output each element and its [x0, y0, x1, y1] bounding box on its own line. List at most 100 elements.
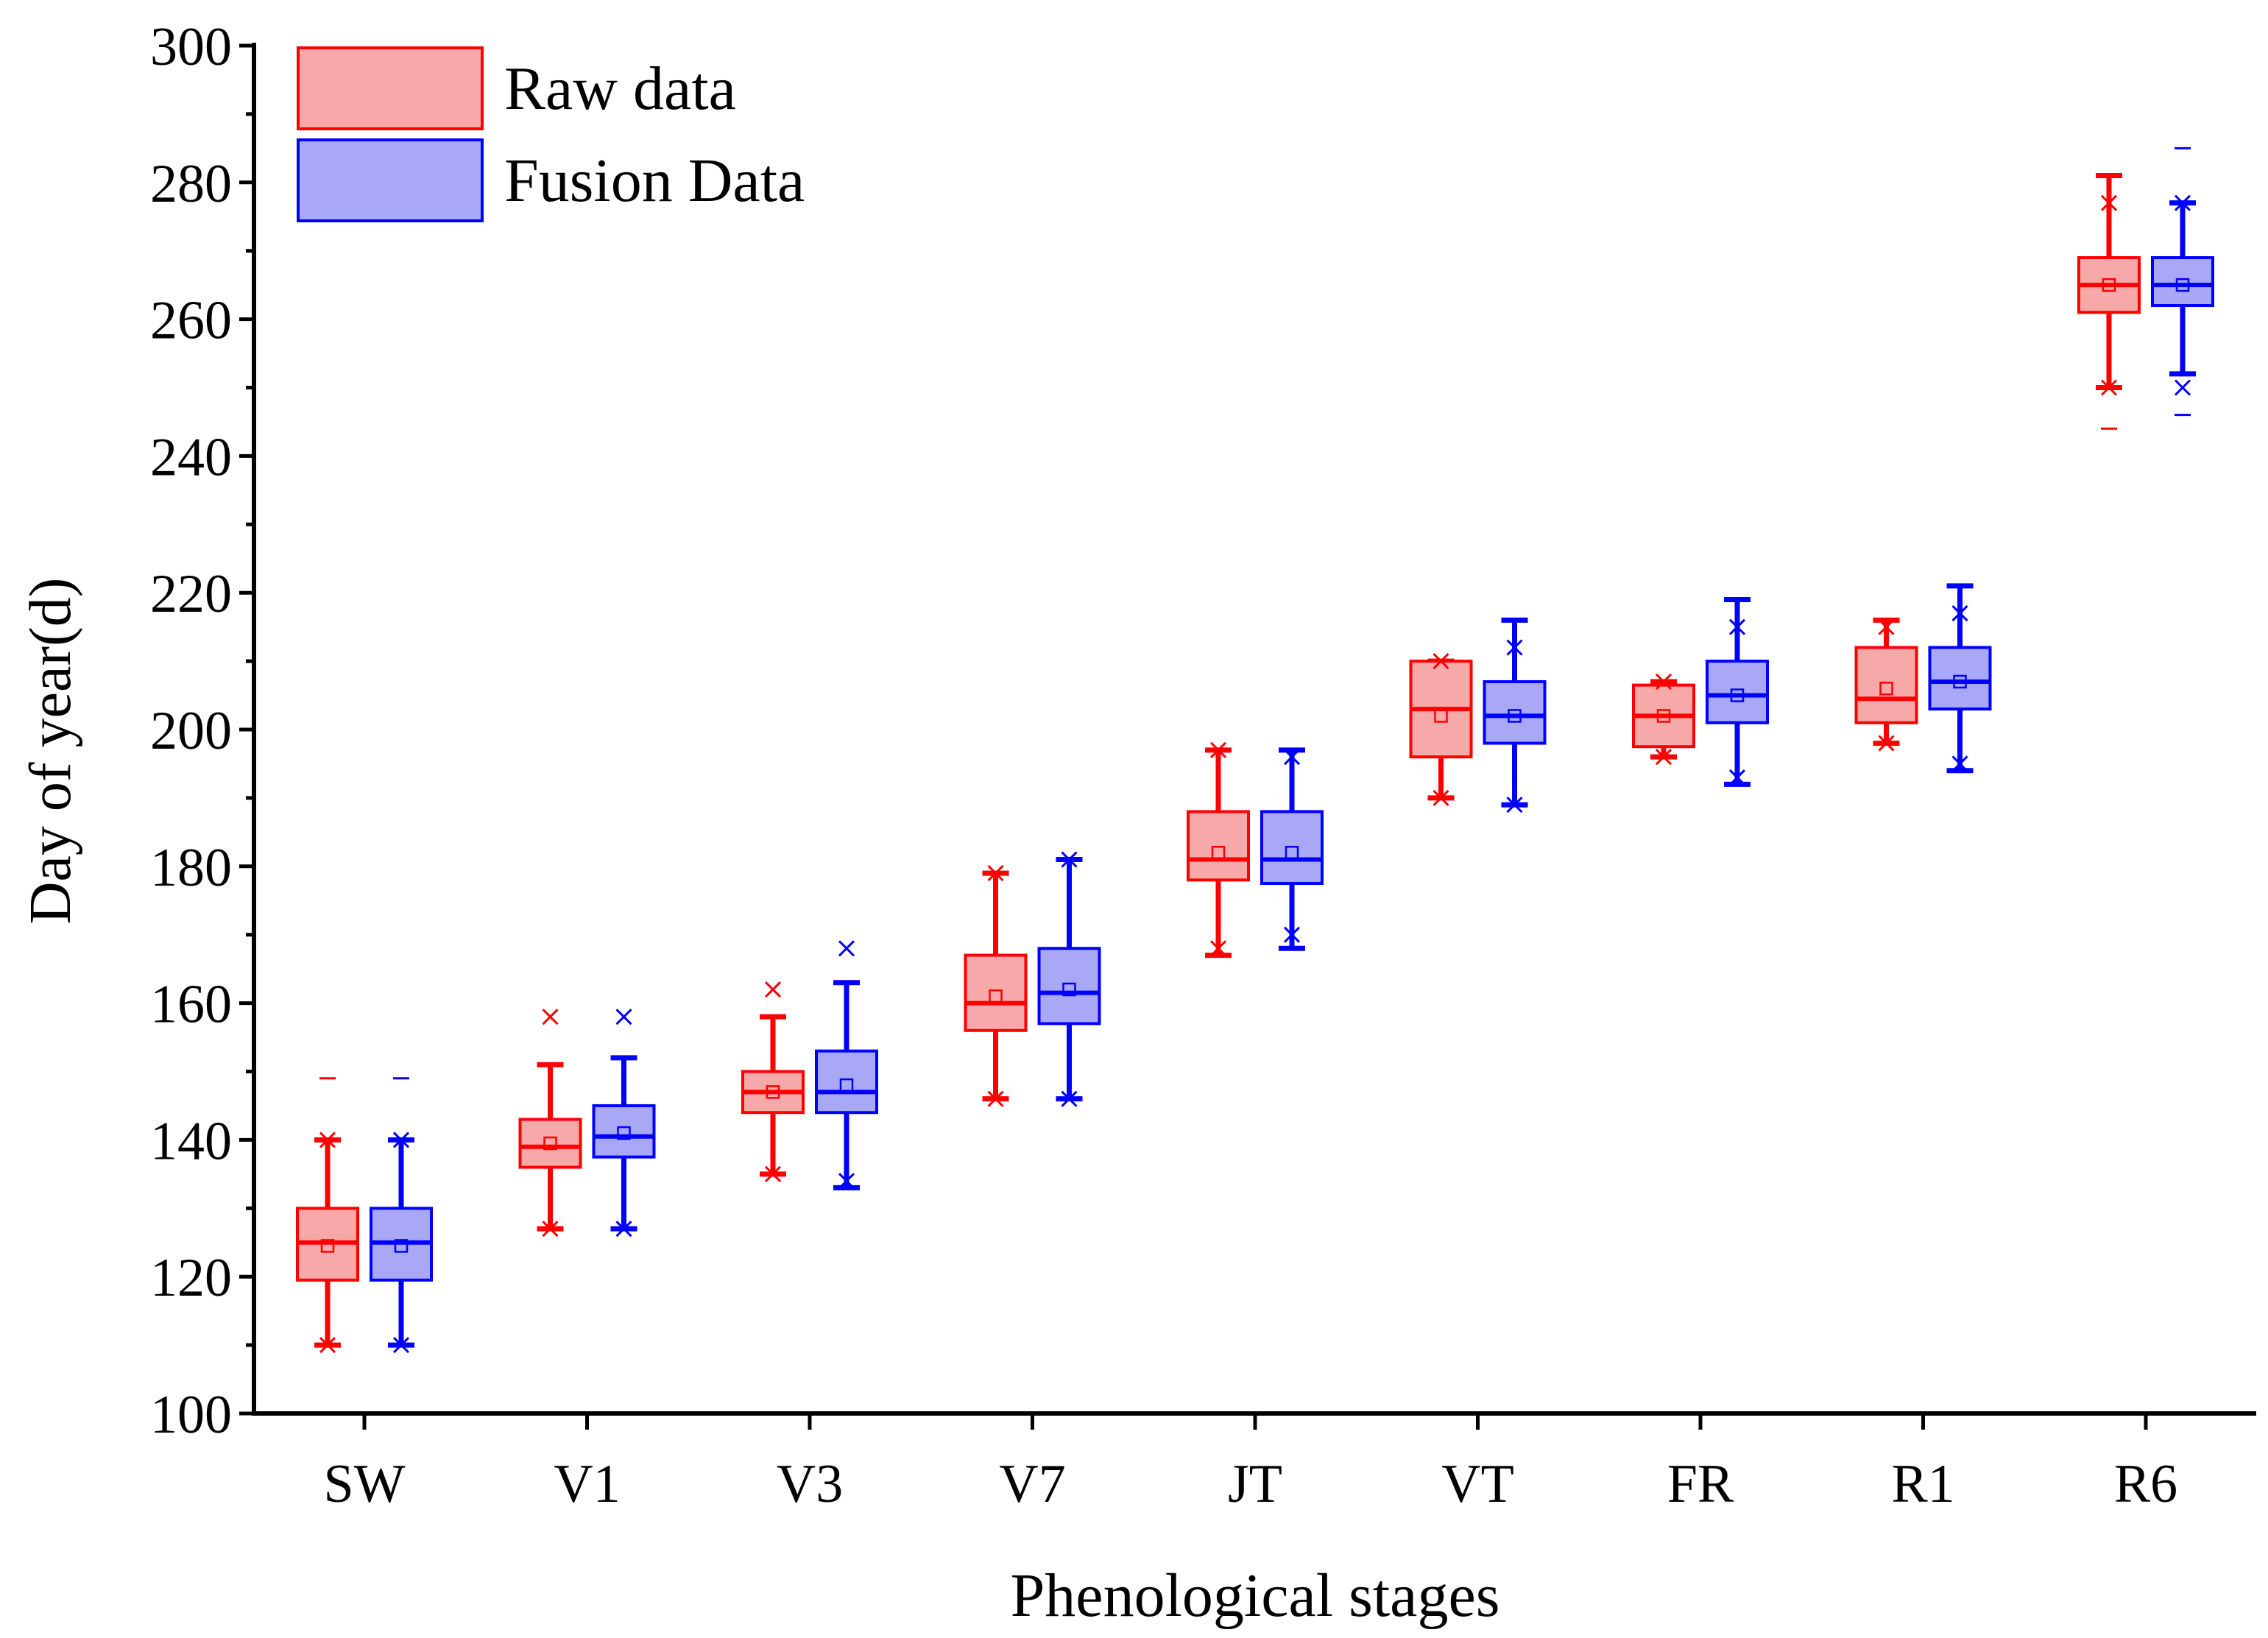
- x-tick-label: V7: [999, 1454, 1065, 1514]
- box-mean-marker: [1062, 982, 1076, 997]
- box-group: [518, 1009, 582, 1238]
- box-mean-marker: [1211, 845, 1226, 860]
- y-axis: 100 120 140 160 180 200 220 240 260 280 300: [150, 17, 256, 1445]
- box-mean-marker: [1434, 709, 1448, 723]
- box-percentile-marker: [319, 1132, 336, 1148]
- box-percentile-marker: [319, 1337, 336, 1354]
- box-percentile-marker: [987, 1090, 1004, 1107]
- box-iqr: [2151, 255, 2214, 308]
- legend-swatch: [297, 138, 484, 222]
- box-group: [815, 940, 878, 1190]
- box-group: [296, 1077, 359, 1354]
- box-percentile-marker: [987, 865, 1004, 882]
- box-iqr: [1928, 646, 1992, 711]
- box-percentile-marker: [764, 1165, 782, 1182]
- box-iqr: [1260, 810, 1324, 886]
- x-axis-label: Phenological stages: [1011, 1561, 1500, 1630]
- box-percentile-marker: [1061, 1090, 1078, 1107]
- box-percentile-marker: [838, 1173, 855, 1190]
- box-mean-marker: [1508, 709, 1522, 723]
- y-tick-label: 260: [150, 291, 232, 351]
- box-percentile-marker: [1728, 618, 1746, 635]
- box-mean-marker: [2175, 278, 2190, 292]
- box-mean-marker: [1953, 674, 1967, 689]
- box-group: [592, 1009, 656, 1238]
- legend: Raw data Fusion Data: [297, 46, 805, 222]
- x-tick-label: R6: [2114, 1454, 2177, 1514]
- y-tick-label: 120: [150, 1248, 232, 1308]
- y-tick-label: 240: [150, 427, 232, 487]
- box-percentile-marker: [615, 1221, 632, 1238]
- box-percentile-marker: [1951, 755, 1968, 772]
- box-group: [1483, 617, 1547, 813]
- box-mean-marker: [2102, 278, 2116, 292]
- box-group: [370, 1077, 433, 1354]
- box-iqr: [1187, 810, 1250, 882]
- box-group: [1706, 596, 1769, 787]
- box-percentile-marker: [542, 1009, 559, 1025]
- box-mean-marker: [543, 1136, 557, 1151]
- box-group: [964, 865, 1028, 1107]
- x-tick-label: JT: [1228, 1454, 1282, 1514]
- x-axis: SW V1 V3 V7 JT VT FR R1 R6: [252, 1411, 2256, 1514]
- box-iqr: [1483, 679, 1547, 745]
- box-group: [1037, 851, 1101, 1107]
- box-group: [2151, 146, 2214, 417]
- box-percentile-marker: [2100, 194, 2118, 211]
- box-percentile-marker: [838, 940, 855, 957]
- box-iqr: [592, 1104, 656, 1159]
- box-iqr: [1037, 947, 1101, 1025]
- box-mean-marker: [766, 1085, 780, 1099]
- box-iqr: [518, 1118, 582, 1169]
- box-percentile-marker: [1878, 618, 1895, 635]
- box-mean-marker: [394, 1239, 409, 1253]
- box-percentile-marker: [1506, 639, 1523, 656]
- box-group: [1928, 583, 1992, 774]
- plot-area: [296, 146, 2214, 1354]
- box-percentile-marker: [1728, 769, 1746, 786]
- box-percentile-marker: [2100, 379, 2118, 396]
- box-mean-marker: [839, 1078, 854, 1092]
- x-tick-label: SW: [324, 1454, 406, 1514]
- box-iqr: [1706, 660, 1769, 724]
- box-percentile-marker: [1878, 735, 1895, 752]
- box-mean-marker: [1879, 682, 1893, 696]
- y-tick-label: 220: [150, 564, 232, 624]
- box-percentile-marker: [1283, 926, 1301, 943]
- box-group: [1187, 741, 1250, 959]
- box-percentile-marker: [392, 1132, 410, 1148]
- box-group: [1260, 747, 1324, 951]
- box-group: [2077, 173, 2141, 430]
- legend-label: Raw data: [504, 54, 736, 123]
- y-tick-label: 280: [150, 154, 232, 214]
- box-percentile-marker: [2174, 379, 2191, 396]
- box-iqr: [964, 953, 1028, 1032]
- box-percentile-marker: [1655, 673, 1672, 691]
- box-mean-marker: [1730, 688, 1745, 702]
- y-tick-label: 160: [150, 975, 232, 1035]
- box-group: [741, 981, 805, 1182]
- box-percentile-marker: [1061, 851, 1078, 868]
- y-tick-label: 300: [150, 17, 232, 77]
- x-tick-label: V1: [554, 1454, 620, 1514]
- box-iqr: [1854, 646, 1918, 724]
- x-tick-label: R1: [1891, 1454, 1954, 1514]
- box-mean-marker: [617, 1126, 631, 1140]
- box-mean-marker: [1656, 709, 1671, 723]
- box-group: [1409, 653, 1473, 806]
- box-percentile-marker: [542, 1221, 559, 1238]
- box-percentile-marker: [1209, 940, 1227, 957]
- box-group: [1854, 617, 1918, 752]
- y-tick-label: 200: [150, 701, 232, 761]
- box-group: [1632, 673, 1695, 766]
- y-axis-label: Day of year(d): [18, 578, 83, 925]
- x-tick-label: V3: [777, 1454, 843, 1514]
- x-tick-label: FR: [1667, 1454, 1734, 1514]
- box-percentile-marker: [392, 1337, 410, 1354]
- box-percentile-marker: [1432, 653, 1449, 670]
- box-percentile-marker: [1506, 797, 1523, 813]
- box-percentile-marker: [1655, 749, 1672, 766]
- box-iqr: [815, 1049, 878, 1115]
